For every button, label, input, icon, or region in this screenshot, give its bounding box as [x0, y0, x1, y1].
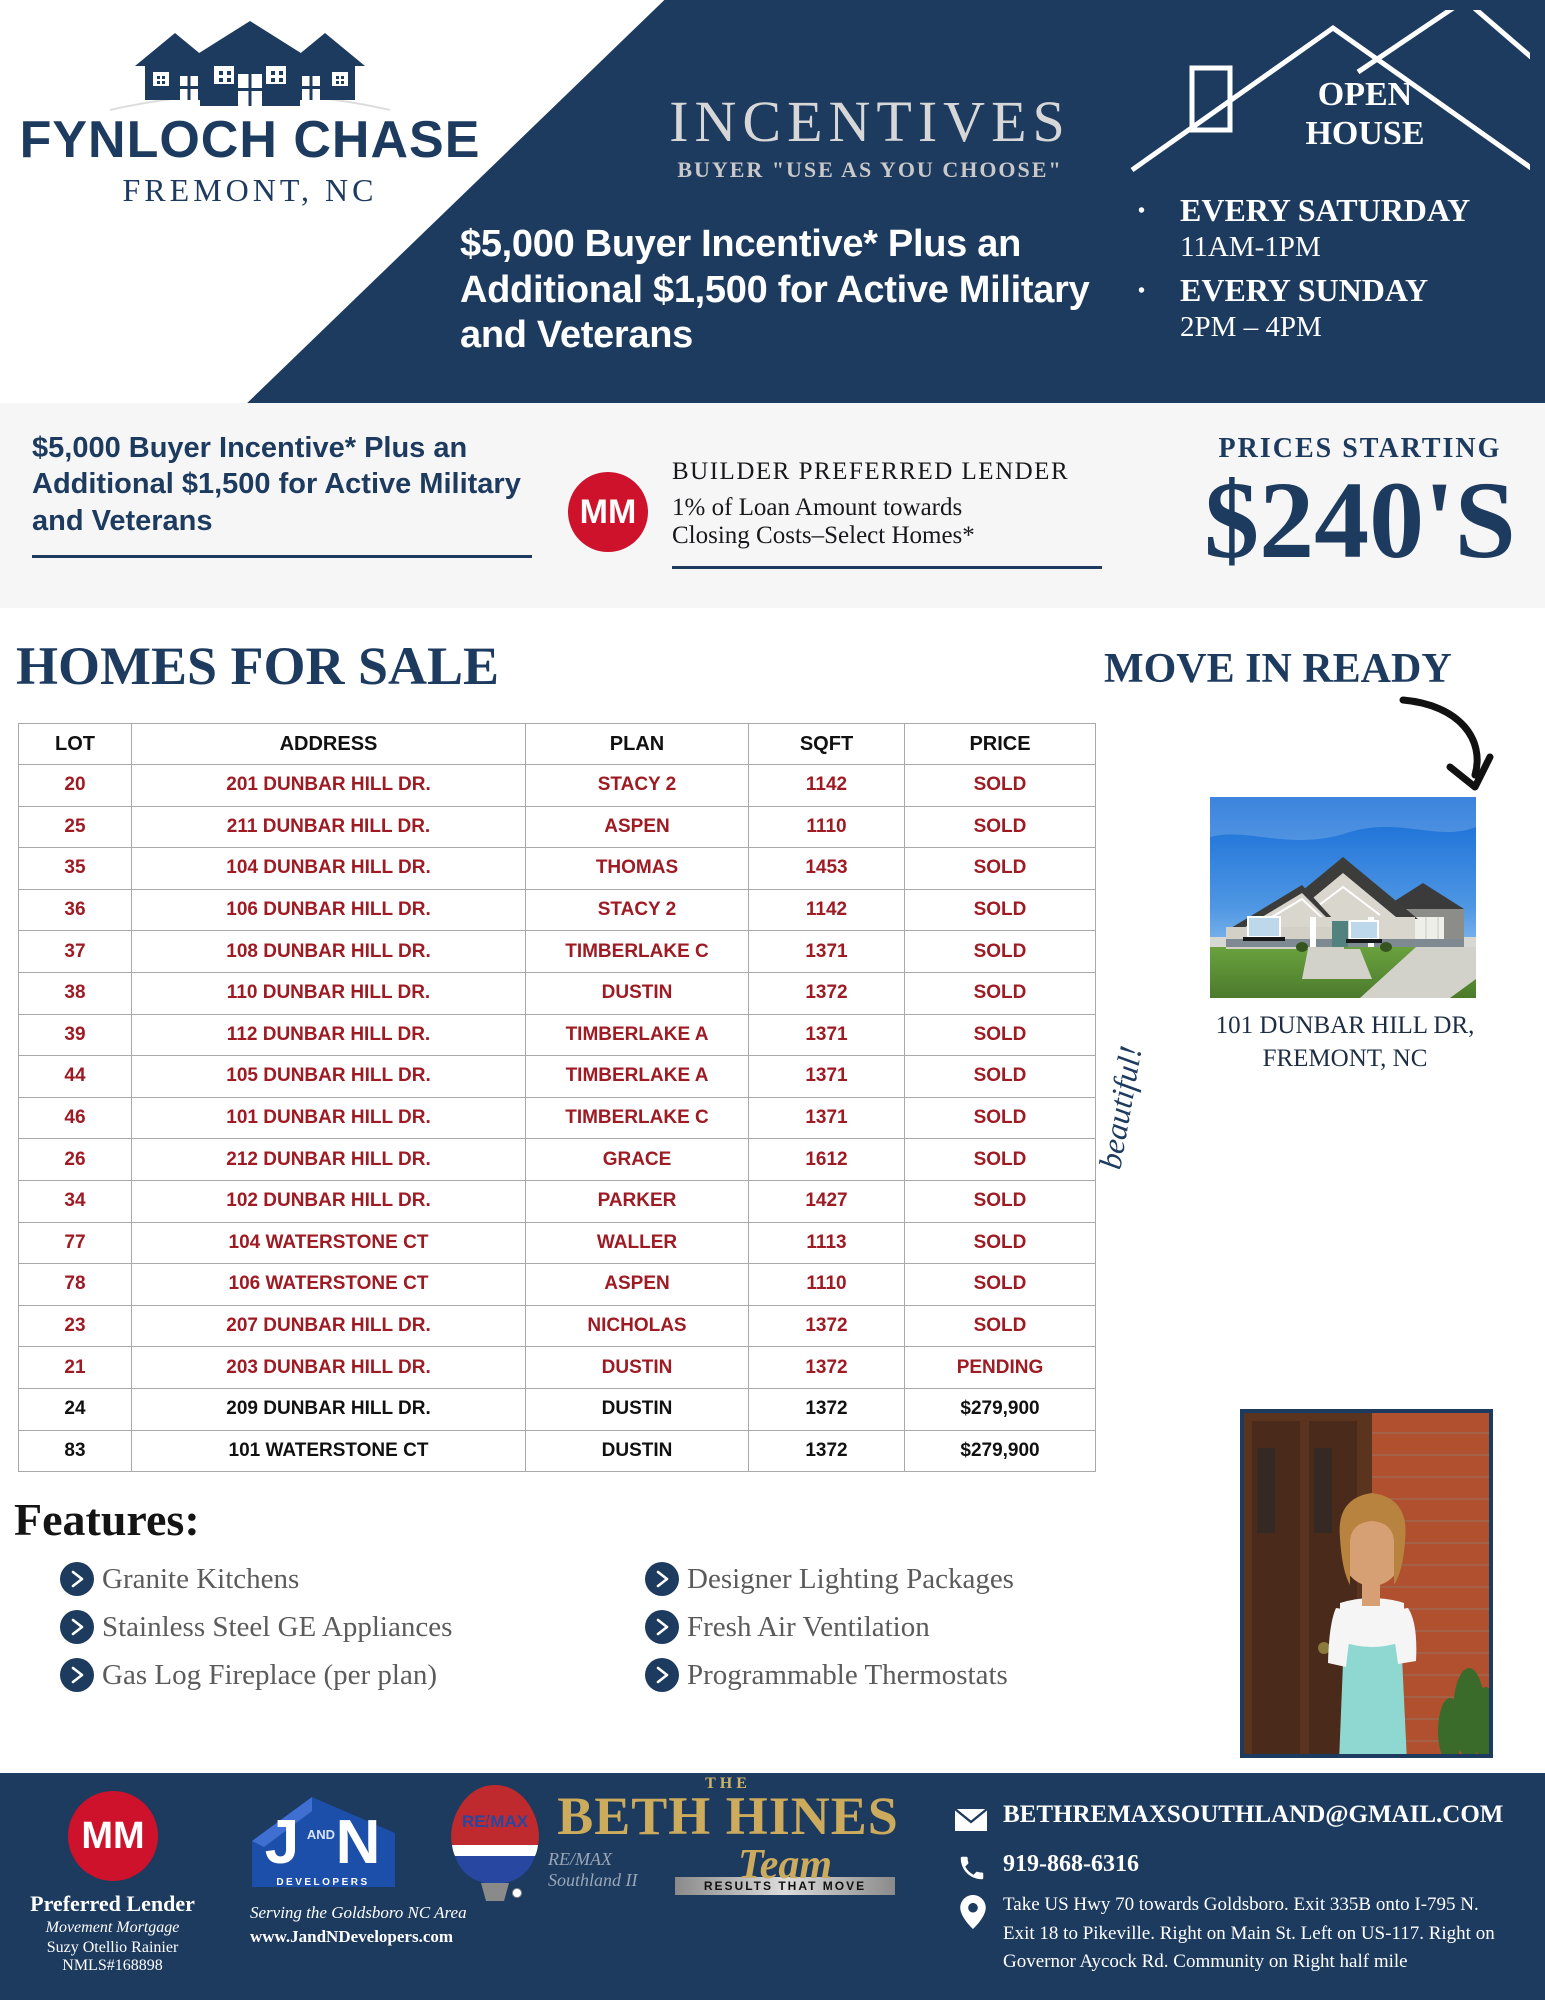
svg-text:AND: AND — [307, 1827, 335, 1842]
svg-text:DEVELOPERS: DEVELOPERS — [276, 1877, 369, 1888]
svg-text:N: N — [336, 1808, 381, 1877]
svg-text:RE/MAX: RE/MAX — [462, 1812, 529, 1831]
svg-text:J: J — [265, 1808, 299, 1877]
